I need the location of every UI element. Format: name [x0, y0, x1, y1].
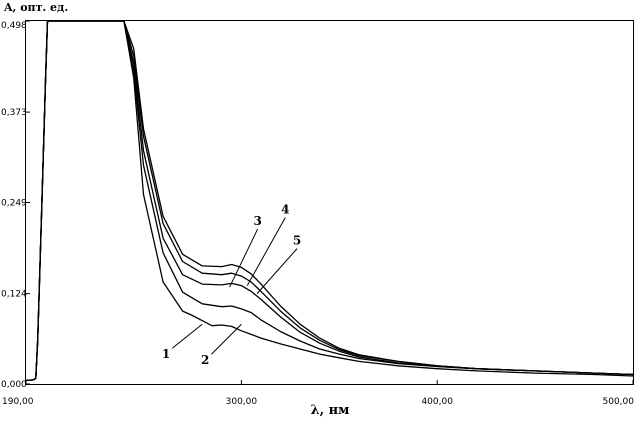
plot-frame [25, 20, 634, 385]
y-axis-ticks: 0,000 0,124 0,249 0,373 0,498 [1, 20, 30, 390]
curve-5-leader [256, 248, 298, 294]
curve-5-label: 5 [293, 234, 301, 248]
curve-3-label: 3 [253, 214, 261, 228]
x-tick-label: 300,00 [226, 397, 258, 407]
x-tick-label: 400,00 [421, 397, 453, 407]
curve-2-leader [211, 323, 242, 355]
y-tick-label: 0,373 [1, 108, 27, 118]
curve-4-label: 4 [281, 203, 289, 217]
y-tick-label: 0,249 [1, 199, 27, 209]
spectrum-curves [26, 20, 634, 382]
curve-4 [26, 20, 634, 382]
curve-2-label: 2 [201, 353, 209, 367]
curve-1 [26, 20, 634, 382]
curve-2 [26, 20, 634, 382]
curve-1-label: 1 [162, 347, 170, 361]
curve-labels: 1 2 3 4 5 [162, 203, 301, 368]
y-axis-title: A, опт. ед. [3, 1, 68, 14]
curve-5 [26, 20, 634, 382]
y-tick-label: 0,000 [1, 380, 27, 390]
x-tick-label: 500,00 [603, 397, 635, 407]
curve-3 [26, 20, 634, 382]
curve-4-leader [246, 217, 286, 286]
curve-1-leader [171, 323, 203, 349]
y-tick-label: 0,124 [1, 290, 27, 300]
y-tick-label: 0,498 [1, 21, 27, 31]
x-axis-ticks: 190,00 300,00 400,00 500,00 [2, 380, 634, 407]
x-tick-label: 190,00 [2, 397, 34, 407]
curve-3-leader [229, 228, 259, 288]
x-axis-title: λ, нм [311, 403, 350, 418]
